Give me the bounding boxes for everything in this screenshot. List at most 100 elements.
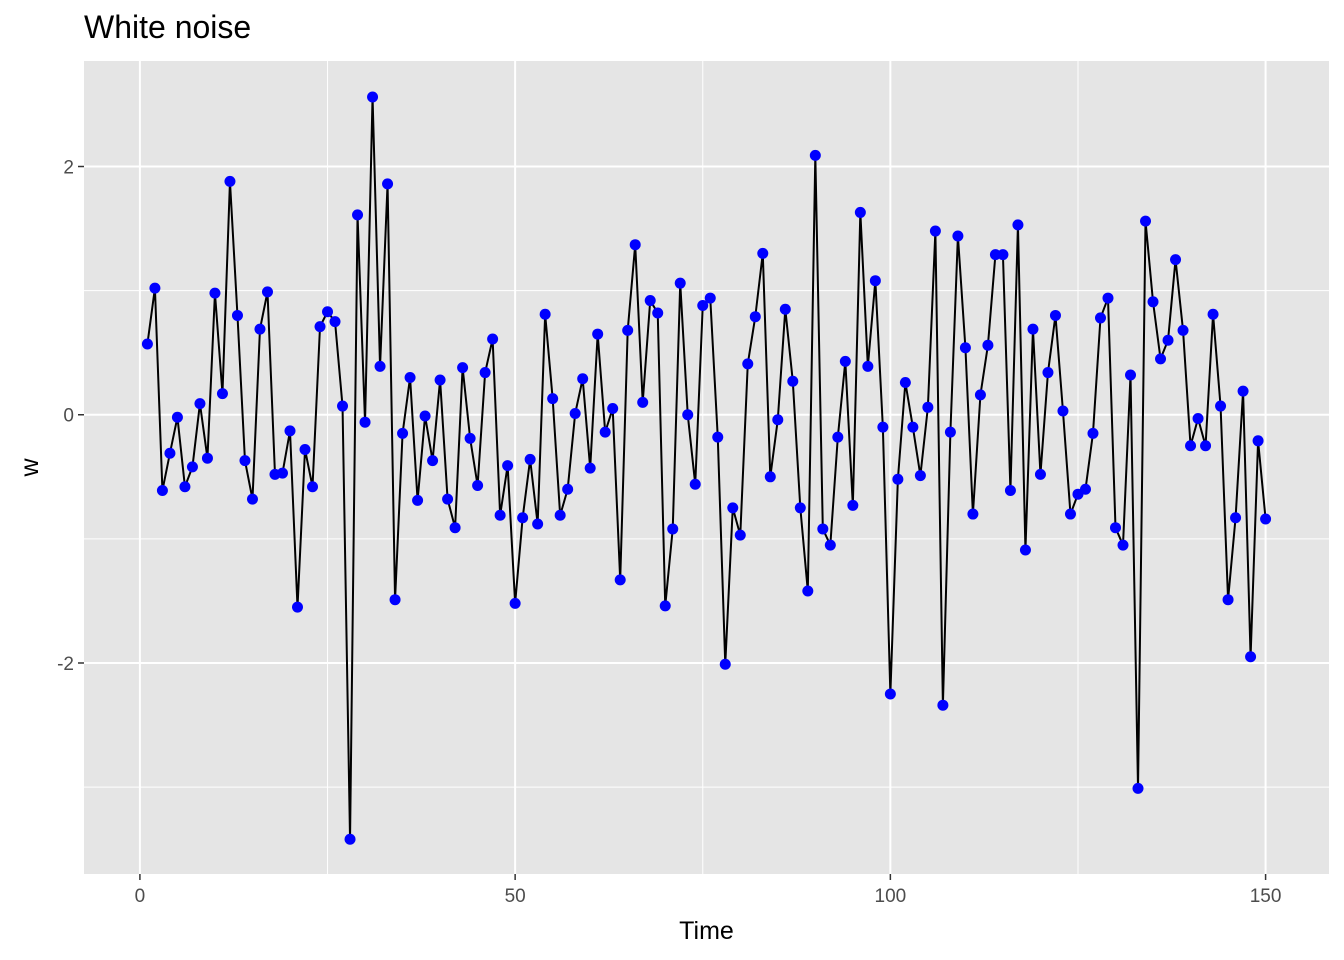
data-point bbox=[472, 480, 484, 491]
data-point bbox=[1200, 440, 1212, 452]
data-point bbox=[1252, 435, 1264, 447]
data-point bbox=[412, 494, 424, 506]
data-point bbox=[322, 306, 334, 318]
data-point bbox=[704, 292, 716, 304]
data-series bbox=[141, 91, 1272, 845]
x-tick-label: 50 bbox=[505, 886, 526, 907]
data-point bbox=[719, 658, 731, 670]
data-point bbox=[1132, 782, 1144, 794]
data-point bbox=[1245, 651, 1257, 663]
data-point bbox=[1087, 427, 1099, 439]
y-tick-label: -2 bbox=[57, 654, 74, 675]
data-point bbox=[697, 300, 709, 312]
data-point bbox=[171, 411, 183, 423]
data-point bbox=[817, 523, 829, 535]
data-point bbox=[854, 206, 866, 218]
data-point bbox=[727, 502, 739, 514]
data-point bbox=[389, 594, 401, 606]
data-point bbox=[877, 421, 889, 433]
data-point bbox=[1222, 594, 1234, 606]
minor-gridlines bbox=[84, 61, 1329, 874]
data-point bbox=[629, 239, 641, 251]
data-point bbox=[922, 401, 934, 413]
data-point bbox=[794, 502, 806, 514]
data-point bbox=[464, 432, 476, 444]
data-point bbox=[1049, 309, 1061, 321]
y-axis-ticks: -2 0 2 bbox=[57, 158, 84, 675]
data-point bbox=[802, 585, 814, 597]
data-point bbox=[944, 426, 956, 438]
data-point bbox=[1110, 522, 1121, 534]
data-point bbox=[1094, 312, 1106, 324]
data-point bbox=[254, 323, 266, 335]
data-point bbox=[517, 512, 529, 524]
data-point bbox=[742, 358, 754, 370]
data-point bbox=[554, 509, 566, 521]
data-point bbox=[419, 410, 431, 422]
data-point bbox=[884, 688, 896, 700]
data-point bbox=[757, 247, 769, 259]
data-point bbox=[682, 409, 694, 421]
data-point bbox=[434, 374, 446, 386]
data-point bbox=[359, 416, 371, 428]
data-point bbox=[1004, 484, 1016, 496]
data-point bbox=[667, 523, 679, 535]
data-point bbox=[1215, 400, 1227, 412]
data-point bbox=[832, 431, 844, 443]
x-axis-title: Time bbox=[679, 917, 734, 945]
data-point bbox=[1260, 513, 1272, 525]
data-point bbox=[209, 287, 221, 299]
data-point bbox=[1019, 544, 1031, 556]
data-point bbox=[164, 447, 176, 459]
x-tick-label: 100 bbox=[875, 886, 907, 907]
data-point bbox=[622, 324, 634, 336]
data-point bbox=[734, 529, 746, 541]
data-point bbox=[1177, 324, 1189, 336]
data-point bbox=[839, 355, 851, 367]
data-point bbox=[779, 303, 791, 315]
x-tick-label: 150 bbox=[1250, 886, 1282, 907]
data-point bbox=[569, 408, 581, 420]
data-point bbox=[952, 230, 964, 242]
data-point bbox=[712, 431, 724, 443]
data-point bbox=[479, 367, 491, 379]
data-point bbox=[547, 393, 559, 405]
data-point bbox=[967, 508, 979, 520]
data-point bbox=[562, 483, 574, 495]
data-point bbox=[1185, 440, 1197, 452]
data-point bbox=[772, 414, 784, 426]
chart-title: White noise bbox=[84, 9, 251, 45]
major-gridlines bbox=[84, 61, 1329, 874]
data-point bbox=[592, 328, 604, 340]
data-point bbox=[809, 149, 821, 161]
data-point bbox=[1230, 512, 1242, 524]
data-point bbox=[1117, 539, 1129, 551]
data-point bbox=[457, 362, 469, 374]
data-point bbox=[1057, 405, 1069, 417]
data-point bbox=[276, 467, 288, 479]
data-point bbox=[1064, 508, 1076, 520]
data-point bbox=[1012, 219, 1024, 231]
data-point bbox=[824, 539, 836, 551]
data-point bbox=[299, 444, 311, 455]
data-point bbox=[749, 311, 761, 323]
data-point bbox=[937, 699, 949, 711]
data-point bbox=[899, 376, 911, 388]
data-point bbox=[397, 427, 409, 439]
data-point bbox=[352, 209, 364, 221]
data-point bbox=[337, 400, 349, 412]
data-point bbox=[637, 396, 649, 408]
data-point bbox=[577, 373, 589, 385]
data-point bbox=[246, 493, 258, 505]
data-point bbox=[862, 360, 874, 372]
data-point bbox=[427, 455, 439, 467]
data-point bbox=[344, 833, 356, 845]
data-point bbox=[231, 309, 243, 321]
data-point bbox=[314, 321, 326, 333]
data-point bbox=[1027, 323, 1039, 335]
y-tick-label: 2 bbox=[63, 158, 74, 179]
data-point bbox=[1155, 353, 1167, 365]
data-point bbox=[674, 277, 686, 289]
data-point bbox=[1079, 483, 1091, 495]
